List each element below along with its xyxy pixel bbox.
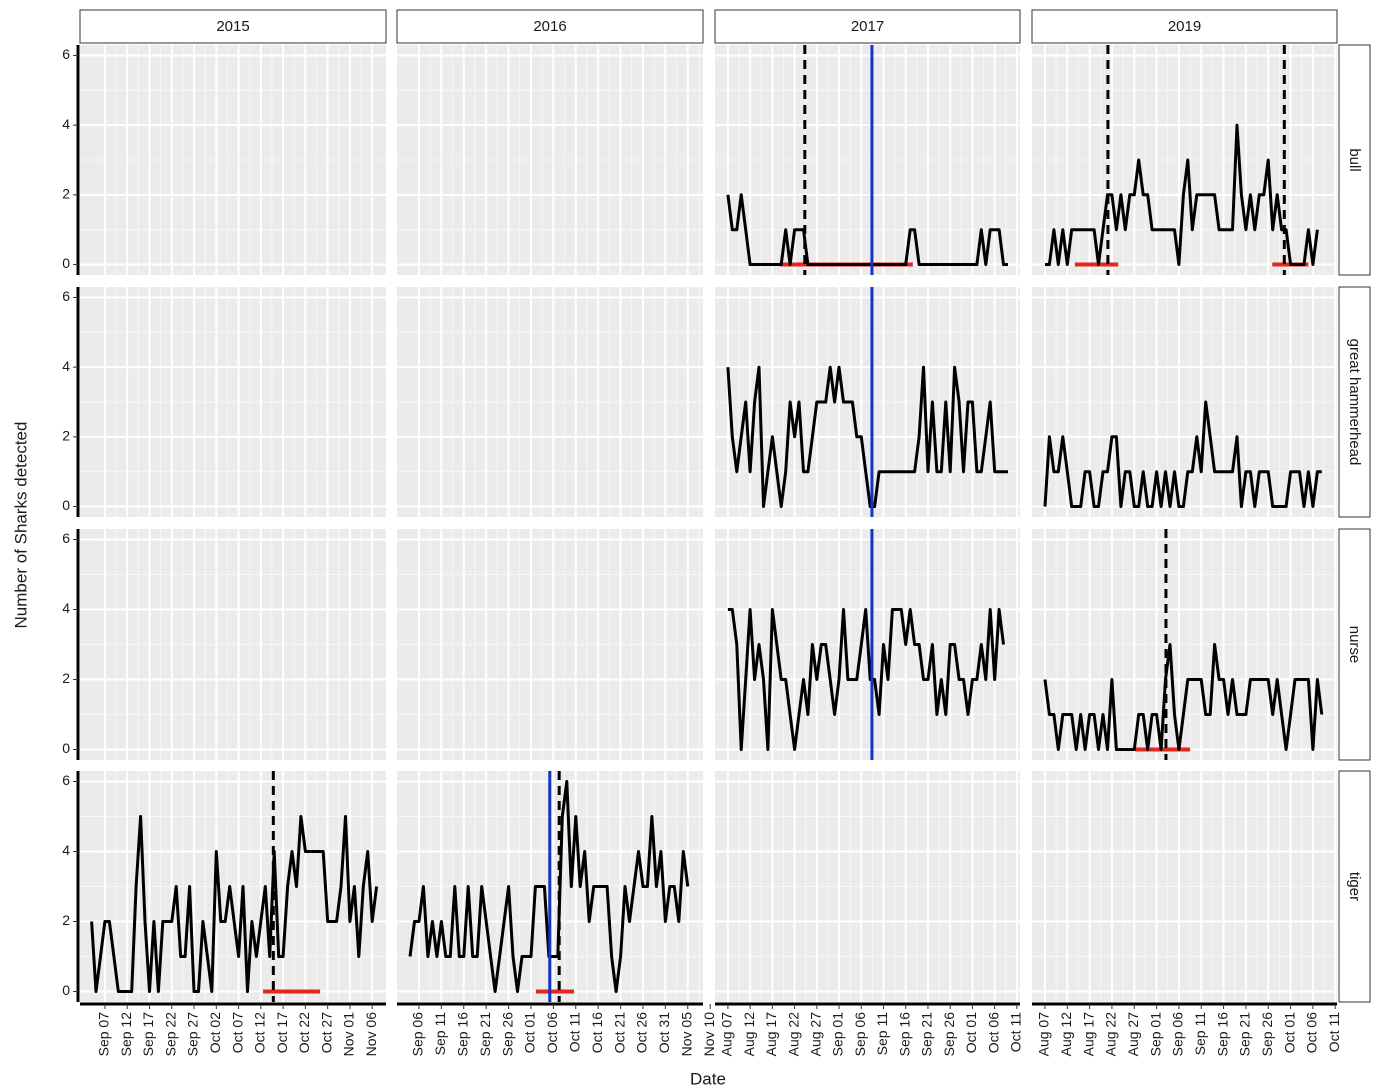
- y-axis-title: Number of Sharks detected: [11, 422, 30, 629]
- x-tick-label: Aug 27: [808, 1012, 824, 1057]
- y-tick-label: 6: [62, 772, 70, 788]
- y-tick-label: 6: [62, 46, 70, 62]
- facet-strip: [396, 9, 704, 44]
- x-tick-label: Sep 21: [477, 1012, 493, 1057]
- x-tick-label: Oct 01: [522, 1012, 538, 1053]
- y-tick-label: 0: [62, 255, 70, 271]
- x-tick-label: Sep 26: [941, 1012, 957, 1057]
- x-tick-label: Nov 10: [701, 1012, 717, 1057]
- x-tick-label: Oct 11: [566, 1012, 582, 1052]
- data-line: [1043, 643, 1324, 751]
- x-tick-label: Oct 26: [634, 1012, 650, 1053]
- y-tick-label: 4: [62, 358, 70, 374]
- y-tick-label: 4: [62, 116, 70, 132]
- facet-strip: [79, 9, 387, 44]
- x-tick-label: Nov 06: [363, 1012, 379, 1057]
- facet-strip-label: bull: [1346, 148, 1363, 171]
- x-tick-label: Oct 11: [1008, 1012, 1024, 1052]
- facet-strip-label: nurse: [1346, 626, 1363, 664]
- facet-strip: [1338, 770, 1371, 1003]
- x-tick-label: Oct 31: [656, 1012, 672, 1053]
- data-line: [1043, 400, 1322, 508]
- data-line: [726, 365, 1008, 508]
- data-line: [726, 193, 1008, 266]
- facet-strip: [1338, 44, 1371, 276]
- y-tick-label: 4: [62, 842, 70, 858]
- x-tick-label: Aug 27: [1125, 1012, 1141, 1057]
- x-tick-label: Sep 16: [454, 1012, 470, 1057]
- x-tick-label: Aug 07: [1036, 1012, 1052, 1057]
- x-tick-label: Sep 21: [919, 1012, 935, 1057]
- y-tick-label: 6: [62, 530, 70, 546]
- facet-strip-label: tiger: [1346, 872, 1363, 901]
- x-tick-label: Oct 27: [318, 1012, 334, 1053]
- x-tick-label: Aug 12: [741, 1012, 757, 1057]
- y-tick-label: 0: [62, 497, 70, 513]
- x-tick-label: Aug 12: [1058, 1012, 1074, 1057]
- facet-strip-label: 2015: [216, 18, 249, 35]
- y-tick-label: 2: [62, 428, 70, 444]
- facet-strip: [1031, 9, 1338, 44]
- facet-strip-label: 2019: [1168, 18, 1201, 35]
- x-tick-label: Sep 01: [830, 1012, 846, 1057]
- y-tick-label: 0: [62, 982, 70, 998]
- x-tick-label: Oct 06: [985, 1012, 1001, 1053]
- x-tick-label: Sep 11: [432, 1012, 448, 1056]
- x-tick-label: Oct 02: [207, 1012, 223, 1053]
- x-tick-label: Sep 16: [896, 1012, 912, 1057]
- facet-strip: [714, 9, 1021, 44]
- x-axis-title: Date: [690, 1069, 726, 1088]
- data-line: [90, 815, 379, 993]
- x-tick-label: Oct 17: [274, 1012, 290, 1053]
- x-tick-label: Aug 07: [719, 1012, 735, 1057]
- x-tick-label: Sep 22: [162, 1012, 178, 1057]
- x-tick-label: Oct 07: [229, 1012, 245, 1053]
- y-tick-label: 0: [62, 740, 70, 756]
- x-tick-label: Oct 21: [611, 1012, 627, 1053]
- x-tick-label: Oct 22: [296, 1012, 312, 1053]
- x-tick-label: Oct 06: [1304, 1012, 1320, 1053]
- y-tick-label: 2: [62, 670, 70, 686]
- x-tick-label: Sep 26: [1259, 1012, 1275, 1057]
- facet-strip: [1338, 286, 1371, 518]
- y-tick-label: 4: [62, 600, 70, 616]
- x-tick-label: Oct 06: [544, 1012, 560, 1053]
- x-tick-label: Oct 11: [1326, 1012, 1342, 1052]
- x-tick-label: Sep 12: [118, 1012, 134, 1057]
- x-tick-label: Sep 27: [185, 1012, 201, 1057]
- x-tick-label: Sep 21: [1237, 1012, 1253, 1057]
- x-tick-label: Oct 12: [252, 1012, 268, 1053]
- x-tick-label: Sep 11: [1192, 1012, 1208, 1056]
- x-tick-label: Oct 01: [1281, 1012, 1297, 1053]
- data-line: [1045, 123, 1319, 266]
- facet-strip-label: great hammerhead: [1346, 339, 1363, 466]
- x-tick-label: Sep 17: [140, 1012, 156, 1057]
- x-tick-label: Oct 16: [589, 1012, 605, 1053]
- y-tick-label: 2: [62, 912, 70, 928]
- facet-strip-label: 2017: [851, 18, 884, 35]
- x-tick-label: Aug 22: [1103, 1012, 1119, 1057]
- x-tick-label: Sep 01: [1147, 1012, 1163, 1057]
- x-tick-label: Nov 05: [678, 1012, 694, 1057]
- facet-strip-label: 2016: [533, 18, 566, 35]
- data-line: [727, 608, 1005, 751]
- x-tick-label: Sep 06: [852, 1012, 868, 1057]
- x-tick-label: Sep 06: [410, 1012, 426, 1057]
- x-tick-label: Sep 06: [1170, 1012, 1186, 1057]
- x-tick-label: Sep 16: [1214, 1012, 1230, 1057]
- x-tick-label: Nov 01: [341, 1012, 357, 1057]
- x-tick-label: Sep 11: [874, 1012, 890, 1056]
- facet-strip: [1338, 528, 1371, 761]
- y-tick-label: 2: [62, 186, 70, 202]
- x-tick-label: Aug 22: [785, 1012, 801, 1057]
- x-tick-label: Sep 07: [96, 1012, 112, 1057]
- y-tick-label: 6: [62, 288, 70, 304]
- x-tick-label: Sep 26: [499, 1012, 515, 1057]
- x-tick-label: Aug 17: [763, 1012, 779, 1057]
- x-tick-label: Aug 17: [1080, 1012, 1096, 1057]
- x-tick-label: Oct 01: [963, 1012, 979, 1053]
